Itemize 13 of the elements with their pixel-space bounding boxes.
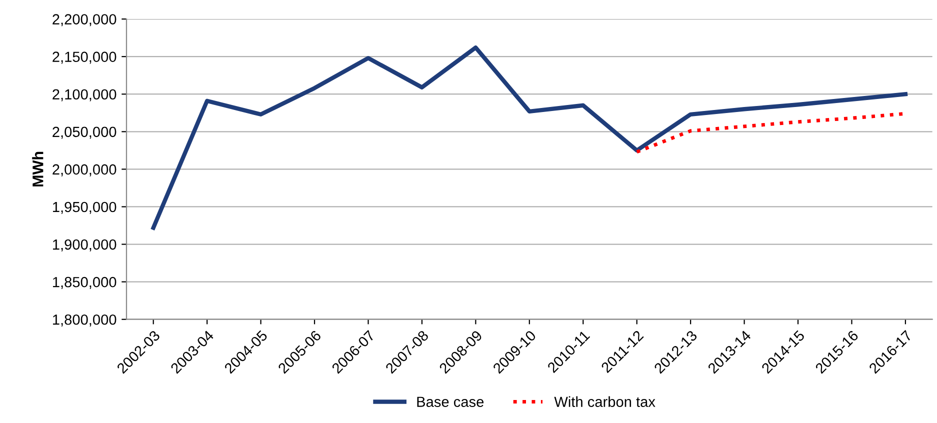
y-tick-label: 1,950,000 [53,202,116,214]
y-tick-label: 2,150,000 [52,52,116,64]
y-tick-label: 1,850,000 [53,276,116,289]
y-tick-label: 1,800,000 [53,314,116,327]
y-tick-label: 2,000,000 [52,164,116,176]
legend-label: Base case [417,396,484,407]
y-tick-label: 2,200,000 [52,14,116,26]
legend-label: With carbon tax [554,396,656,407]
y-tick-label: 1,900,000 [53,239,116,252]
line-series [151,45,908,230]
y-tick-label: 2,100,000 [52,89,116,102]
y-axis-title: MWh [32,152,44,186]
y-tick-label: 2,050,000 [52,126,116,139]
